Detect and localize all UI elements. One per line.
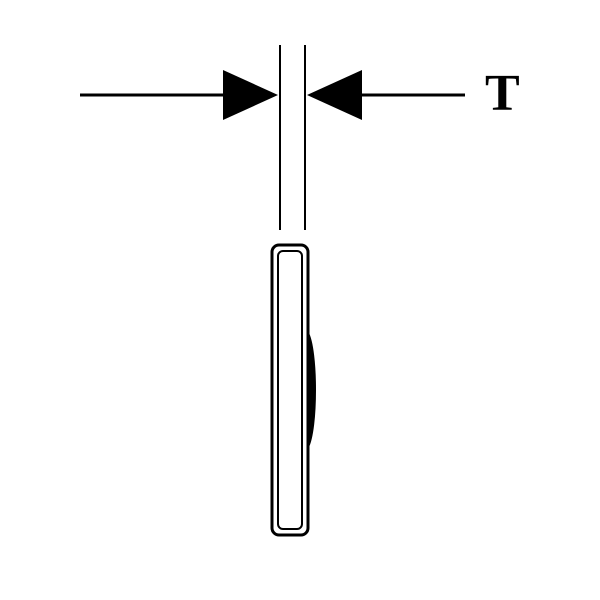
dimension-label: T: [485, 65, 520, 122]
thickness-dimension-diagram: T: [0, 0, 600, 600]
